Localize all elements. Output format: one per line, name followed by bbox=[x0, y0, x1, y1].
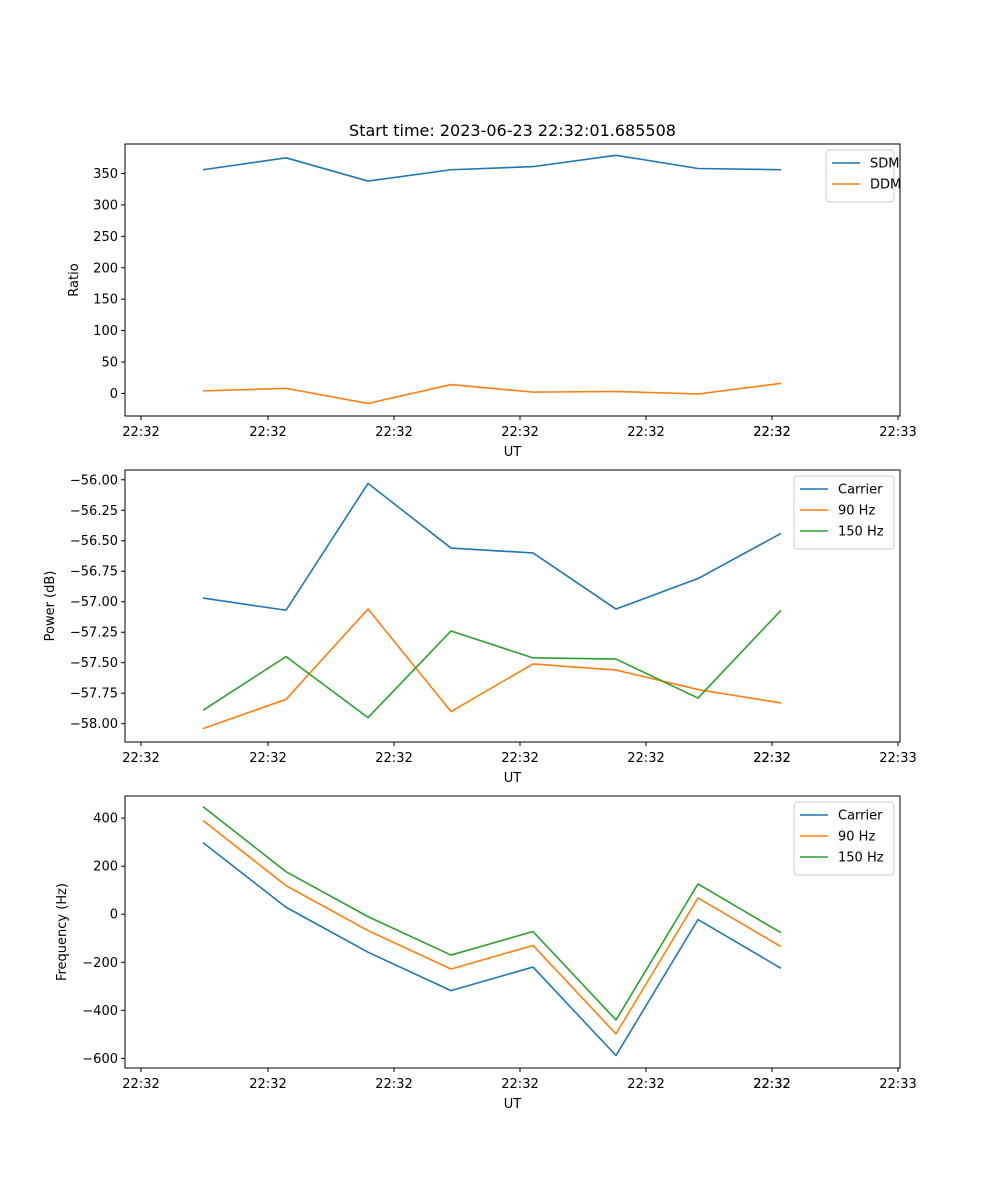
y-tick-label: 100 bbox=[93, 324, 118, 339]
x-tick-label: 22:33 bbox=[879, 425, 916, 440]
y-tick-label: −57.50 bbox=[70, 656, 118, 671]
y-tick-label: 400 bbox=[93, 812, 118, 827]
plot-frame bbox=[124, 795, 901, 1069]
legend-label: Carrier bbox=[838, 809, 883, 824]
y-tick-label: −200 bbox=[82, 956, 118, 971]
x-tick-label: 22:32 bbox=[249, 425, 286, 440]
legend-label: Carrier bbox=[838, 483, 883, 498]
y-tick-label: 200 bbox=[93, 860, 118, 875]
x-axis-label: UT bbox=[504, 771, 522, 786]
x-tick-label: 22:32 bbox=[122, 1077, 159, 1092]
x-tick-label: 22:33 bbox=[879, 1077, 916, 1092]
y-tick-label: 0 bbox=[110, 908, 118, 923]
legend: Carrier 90 Hz 150 Hz bbox=[793, 475, 895, 550]
x-tick-label: 22:32 bbox=[501, 425, 538, 440]
x-tick-label: 22:32 bbox=[627, 751, 664, 766]
y-tick-label: −57.75 bbox=[70, 687, 118, 702]
x-tick-label: 22:32 bbox=[627, 425, 664, 440]
legend: Carrier 90 Hz 150 Hz bbox=[793, 801, 895, 876]
legend-label: 90 Hz bbox=[838, 830, 875, 845]
series-line-90-hz bbox=[202, 819, 782, 1035]
legend: SDM DDM bbox=[825, 149, 901, 203]
legend-label: 150 Hz bbox=[838, 851, 884, 866]
series-line-carrier bbox=[202, 482, 782, 612]
series-line-sdm bbox=[202, 154, 782, 182]
x-tick-label: 22:32 bbox=[249, 751, 286, 766]
plot-frame bbox=[124, 143, 901, 417]
x-tick-label: 22:32 bbox=[627, 1077, 664, 1092]
x-tick-label: 22:32 bbox=[501, 1077, 538, 1092]
y-tick-label: 0 bbox=[110, 387, 118, 402]
x-tick-label: 22:32 bbox=[501, 751, 538, 766]
y-tick-label: 350 bbox=[93, 167, 118, 182]
x-tick-label: 22:32 bbox=[375, 751, 412, 766]
y-tick-label: −58.00 bbox=[70, 717, 118, 732]
y-axis-label: Power (dB) bbox=[43, 571, 58, 642]
y-tick-label: −600 bbox=[82, 1052, 118, 1067]
figure-title: Start time: 2023-06-23 22:32:01.685508 bbox=[349, 121, 676, 140]
x-tick-label: 22:32 bbox=[249, 1077, 286, 1092]
y-tick-label: 200 bbox=[93, 261, 118, 276]
y-tick-label: 50 bbox=[101, 355, 118, 370]
legend-label: SDM bbox=[870, 157, 899, 172]
series-line-150-hz bbox=[202, 609, 782, 719]
series-line-ddm bbox=[202, 382, 782, 405]
legend-label: 90 Hz bbox=[838, 504, 875, 519]
x-tick-label: 22:32 bbox=[753, 751, 790, 766]
y-tick-label: 150 bbox=[93, 293, 118, 308]
x-tick-label: 22:32 bbox=[122, 425, 159, 440]
y-tick-label: 300 bbox=[93, 198, 118, 213]
series-line-90-hz bbox=[202, 608, 782, 730]
y-axis-label: Frequency (Hz) bbox=[55, 883, 70, 981]
x-axis-label: UT bbox=[504, 445, 522, 460]
x-tick-label: 22:32 bbox=[375, 1077, 412, 1092]
series-line-150-hz bbox=[202, 805, 782, 1021]
x-axis-label: UT bbox=[504, 1097, 522, 1112]
y-tick-label: −400 bbox=[82, 1004, 118, 1019]
legend-label: 150 Hz bbox=[838, 525, 884, 540]
y-axis-label: Ratio bbox=[67, 263, 82, 296]
y-tick-label: 250 bbox=[93, 230, 118, 245]
x-tick-label: 22:32 bbox=[122, 751, 159, 766]
series-line-carrier bbox=[202, 841, 782, 1057]
x-tick-label: 22:32 bbox=[375, 425, 412, 440]
y-tick-label: −57.25 bbox=[70, 626, 118, 641]
x-tick-label: 22:33 bbox=[879, 751, 916, 766]
y-tick-label: −56.50 bbox=[70, 534, 118, 549]
x-tick-label: 22:32 bbox=[753, 425, 790, 440]
y-tick-label: −56.25 bbox=[70, 504, 118, 519]
legend-label: DDM bbox=[870, 178, 901, 193]
x-tick-label: 22:32 bbox=[753, 425, 790, 440]
y-tick-label: −56.00 bbox=[70, 473, 118, 488]
y-tick-label: −57.00 bbox=[70, 595, 118, 610]
x-tick-label: 22:32 bbox=[753, 751, 790, 766]
x-tick-label: 22:32 bbox=[753, 1077, 790, 1092]
x-tick-label: 22:32 bbox=[753, 1077, 790, 1092]
y-tick-label: −56.75 bbox=[70, 565, 118, 580]
plot-frame bbox=[124, 469, 901, 743]
